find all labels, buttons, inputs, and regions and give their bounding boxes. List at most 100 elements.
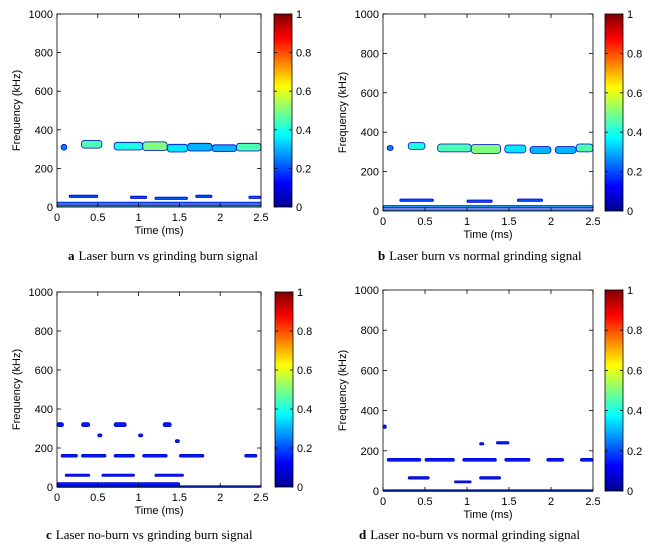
x-tick-label: 0 bbox=[54, 492, 60, 504]
x-tick-label: 1 bbox=[464, 216, 470, 228]
colorbar-tick-label: 0 bbox=[627, 486, 633, 498]
spectrogram-cell bbox=[114, 423, 126, 427]
plot-background bbox=[383, 14, 593, 211]
colorbar-tick-label: 0.6 bbox=[297, 365, 312, 377]
spectrogram-cell bbox=[438, 144, 472, 152]
spectrogram-cell bbox=[65, 474, 90, 476]
colorbar-tick-label: 0.2 bbox=[297, 443, 312, 455]
spectrogram-cell bbox=[155, 474, 184, 476]
x-tick-label: 0.5 bbox=[90, 492, 105, 504]
colorbar-tick-label: 0.6 bbox=[627, 365, 642, 377]
spectrogram-cell bbox=[505, 458, 530, 461]
x-tick-label: 2 bbox=[217, 212, 223, 224]
y-tick-label: 800 bbox=[361, 325, 379, 337]
spectrogram-cell bbox=[555, 147, 576, 154]
colorbar-tick-label: 1 bbox=[297, 287, 303, 299]
spectrogram-cell bbox=[188, 143, 213, 151]
x-tick-label: 2 bbox=[548, 216, 554, 228]
spectrogram-figure: 020040060080010000 0.5 1 1.5 2 2.5Time (ms)Fr… bbox=[0, 0, 650, 547]
y-axis-label: Frequency (kHz) bbox=[337, 350, 349, 431]
spectrogram-cell bbox=[383, 209, 593, 211]
x-tick-label: 1 bbox=[464, 496, 470, 508]
spectrogram-cell bbox=[139, 434, 143, 437]
spectrogram-cell bbox=[463, 458, 497, 461]
x-tick-label: 2.5 bbox=[253, 212, 268, 224]
y-tick-label: 600 bbox=[35, 365, 53, 377]
spectrogram-cell bbox=[400, 199, 434, 201]
spectrogram-cell bbox=[530, 147, 551, 154]
x-tick-label: 2 bbox=[217, 492, 223, 504]
colorbar-tick-label: 0.4 bbox=[296, 125, 311, 137]
panel-b: 0 200 400 600 800 1000 0 0.5 1 1.5 2 2.5 Time (ms) Fr… bbox=[337, 9, 642, 241]
spectrogram-cell bbox=[245, 454, 257, 457]
y-tick-label: 400 bbox=[35, 404, 53, 416]
spectrogram-cell bbox=[61, 454, 77, 457]
spectrogram-cell bbox=[580, 458, 593, 461]
y-tick-label: 0 bbox=[373, 206, 379, 218]
y-tick-label: 200 bbox=[361, 167, 379, 179]
spectrogram-cell bbox=[155, 197, 188, 199]
y-tick-label: 1000 bbox=[29, 287, 53, 299]
colorbar-tick-label: 0.6 bbox=[296, 86, 311, 98]
caption-letter: c bbox=[46, 527, 52, 542]
caption-d: d Laser no-burn vs normal grinding signal bbox=[359, 527, 580, 543]
spectrogram-cell bbox=[454, 481, 471, 483]
x-axis-label: Time (ms) bbox=[134, 225, 183, 237]
colorbar-tick-label: 0 bbox=[627, 206, 633, 218]
x-tick-label: 0.5 bbox=[417, 216, 432, 228]
y-tick-label: 400 bbox=[361, 127, 379, 139]
colorbar-tick-label: 0.4 bbox=[627, 406, 642, 418]
caption-text: Laser no-burn vs grinding burn signal bbox=[56, 527, 253, 542]
spectrogram-cell bbox=[505, 145, 526, 153]
caption-letter: d bbox=[359, 527, 366, 542]
colorbar-tick-label: 0.8 bbox=[627, 325, 642, 337]
spectrogram-cell bbox=[102, 474, 135, 476]
x-axis-label: Time (ms) bbox=[463, 229, 512, 241]
spectrogram-cell bbox=[496, 442, 509, 444]
spectrogram-cell bbox=[114, 454, 134, 457]
colorbar-tick-label: 0 bbox=[297, 482, 303, 494]
x-tick-label: 2 bbox=[548, 496, 554, 508]
spectrogram-cell bbox=[98, 434, 102, 437]
spectrogram-cell bbox=[387, 146, 393, 151]
y-tick-label: 200 bbox=[361, 446, 379, 458]
x-tick-label: 0 bbox=[380, 216, 386, 228]
spectrogram-cell bbox=[69, 195, 98, 197]
y-tick-label: 400 bbox=[35, 125, 53, 137]
caption-letter: b bbox=[378, 248, 385, 263]
spectrogram-cell bbox=[57, 202, 261, 204]
y-tick-label: 0 bbox=[47, 482, 53, 494]
colorbar bbox=[605, 290, 623, 491]
x-tick-label: 2.5 bbox=[585, 496, 600, 508]
colorbar-tick-label: 0.2 bbox=[627, 446, 642, 458]
colorbar bbox=[275, 292, 293, 487]
y-tick-label: 1000 bbox=[355, 9, 379, 21]
x-tick-label: 1.5 bbox=[172, 492, 187, 504]
spectrogram-cell bbox=[163, 423, 171, 427]
x-tick-label: 2.5 bbox=[585, 216, 600, 228]
x-axis-label: Time (ms) bbox=[463, 509, 512, 521]
y-tick-label: 800 bbox=[361, 48, 379, 60]
x-tick-label: 1 bbox=[136, 212, 142, 224]
y-tick-label: 0 bbox=[47, 202, 53, 214]
colorbar-tick-label: 0.8 bbox=[627, 48, 642, 60]
y-tick-label: 200 bbox=[35, 163, 53, 175]
colorbar bbox=[274, 14, 292, 207]
spectrogram-cell bbox=[408, 477, 429, 479]
caption-text: Laser burn vs normal grinding signal bbox=[389, 248, 581, 263]
y-tick-label: 0 bbox=[373, 486, 379, 498]
spectrogram-cell bbox=[249, 196, 261, 198]
y-tick-label: 1000 bbox=[355, 285, 379, 297]
x-tick-label: 1.5 bbox=[501, 216, 516, 228]
x-tick-label: 0 bbox=[54, 212, 60, 224]
spectrogram-cell bbox=[576, 144, 593, 152]
spectrogram-cell bbox=[387, 458, 421, 461]
colorbar-tick-label: 0.8 bbox=[297, 326, 312, 338]
spectrogram-cell bbox=[467, 200, 492, 202]
spectrogram-cell bbox=[175, 440, 179, 443]
x-tick-label: 1.5 bbox=[501, 496, 516, 508]
spectrogram-cell bbox=[61, 144, 67, 150]
spectrogram-cell bbox=[480, 477, 501, 479]
colorbar-tick-label: 0.2 bbox=[296, 163, 311, 175]
spectrogram-cell bbox=[547, 458, 564, 461]
